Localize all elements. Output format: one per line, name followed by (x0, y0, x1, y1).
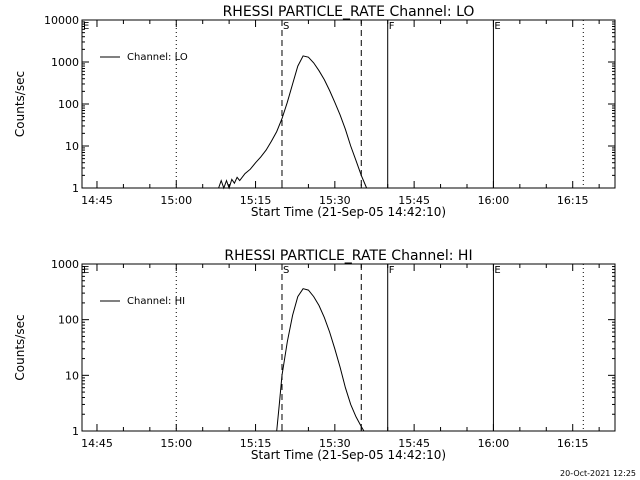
x-axis-label: Start Time (21-Sep-05 14:42:10) (251, 448, 446, 462)
event-marker-label: E (494, 265, 500, 276)
event-marker-label: S (283, 21, 289, 32)
x-tick-label: 15:15 (240, 194, 272, 207)
x-tick-label: 16:15 (557, 437, 589, 450)
x-tick-label: 15:15 (240, 437, 272, 450)
timestamp: 20-Oct-2021 12:25 (560, 469, 636, 478)
x-tick-label: 15:30 (319, 437, 351, 450)
event-marker-label: S (283, 265, 289, 276)
edge-marker-label: E (83, 21, 89, 32)
x-tick-label: 16:00 (478, 437, 510, 450)
panel-2: RHESSI PARTICLE_RATE Channel: HI 14:45 15:… (13, 248, 616, 462)
x-tick-label: 14:45 (81, 437, 113, 450)
event-marker-label: F (389, 265, 395, 276)
x-tick-label: 15:45 (398, 194, 430, 207)
x-tick-label: 16:15 (557, 194, 589, 207)
panel-1: RHESSI PARTICLE_RATE Channel: LO 14:45 15:… (13, 4, 616, 219)
y-axis-label: Counts/sec (13, 71, 27, 137)
edge-marker-label: E (83, 265, 89, 276)
y-tick-label: 1000 (51, 56, 79, 69)
x-tick-label: 14:45 (81, 194, 113, 207)
series-line (218, 55, 368, 190)
y-axis-label: Counts/sec (13, 314, 27, 380)
x-tick-label: 15:00 (160, 194, 192, 207)
y-tick-label: 10 (65, 140, 79, 153)
y-tick-label: 1 (72, 425, 79, 438)
legend-label: Channel: LO (127, 52, 188, 63)
y-tick-label: 1 (72, 182, 79, 195)
y-tick-label: 100 (58, 314, 79, 327)
event-marker-label: E (494, 21, 500, 32)
plot-frame (81, 263, 616, 432)
y-tick-label: 10000 (44, 14, 79, 27)
chart-title: RHESSI PARTICLE_RATE Channel: LO (223, 4, 475, 20)
x-tick-label: 16:00 (478, 194, 510, 207)
x-tick-label: 15:45 (398, 437, 430, 450)
x-axis-label: Start Time (21-Sep-05 14:42:10) (251, 205, 446, 219)
series-line (276, 288, 365, 432)
y-tick-label: 100 (58, 98, 79, 111)
legend-label: Channel: HI (127, 296, 185, 307)
event-marker-label: F (389, 21, 395, 32)
plot-frame (81, 19, 616, 189)
chart-title: RHESSI PARTICLE_RATE Channel: HI (224, 248, 472, 264)
x-tick-label: 15:00 (160, 437, 192, 450)
x-tick-label: 15:30 (319, 194, 351, 207)
y-tick-label: 10 (65, 369, 79, 382)
y-tick-label: 1000 (51, 258, 79, 271)
